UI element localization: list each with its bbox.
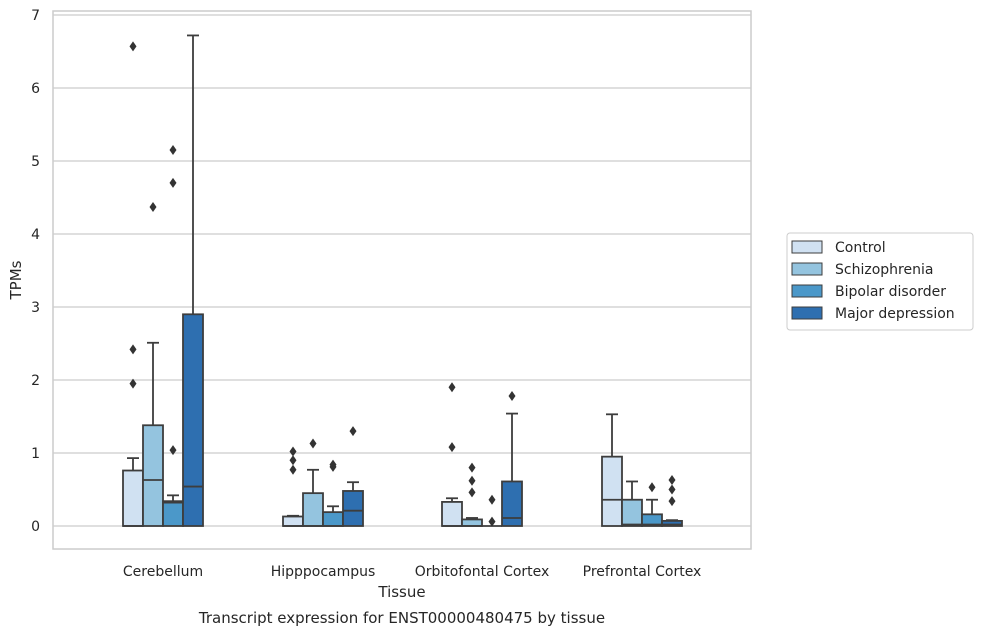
outlier-point bbox=[488, 494, 496, 505]
x-axis-label: Tissue bbox=[377, 583, 425, 601]
box-group bbox=[322, 459, 344, 527]
box bbox=[661, 519, 683, 527]
box-group bbox=[282, 446, 304, 527]
boxes bbox=[122, 34, 683, 527]
chart-caption: Transcript expression for ENST0000048047… bbox=[198, 609, 605, 627]
legend-frame bbox=[786, 232, 974, 331]
x-tick-label: Prefrontal Cortex bbox=[583, 564, 702, 580]
legend-label: Major depression bbox=[835, 306, 955, 322]
outlier-point bbox=[289, 446, 297, 457]
box-group bbox=[461, 462, 483, 527]
legend-label: Schizophrenia bbox=[835, 262, 933, 278]
outlier-point bbox=[309, 438, 317, 449]
box-group bbox=[182, 34, 204, 527]
plot-frame bbox=[52, 10, 752, 550]
legend: Control Schizophrenia Bipolar disorder Majo… bbox=[786, 232, 974, 331]
y-tick-label: 6 bbox=[31, 81, 40, 97]
box bbox=[441, 501, 463, 527]
box bbox=[282, 515, 304, 527]
box bbox=[342, 490, 364, 527]
box-group bbox=[142, 201, 164, 527]
outlier-point bbox=[289, 464, 297, 475]
outlier-point bbox=[169, 445, 177, 456]
box bbox=[162, 500, 184, 527]
box-group bbox=[641, 482, 663, 527]
outlier-point bbox=[488, 516, 496, 527]
outlier-point bbox=[129, 41, 137, 52]
x-tick-label: Orbitofontal Cortex bbox=[415, 564, 550, 580]
y-tick-label: 4 bbox=[31, 227, 40, 243]
outlier-point bbox=[668, 496, 676, 507]
legend-swatch bbox=[791, 240, 823, 254]
box-group bbox=[621, 480, 643, 527]
box-group bbox=[162, 145, 184, 527]
outlier-point bbox=[149, 201, 157, 212]
y-tick-label: 5 bbox=[31, 154, 40, 170]
outlier-point bbox=[508, 391, 516, 402]
box-group bbox=[482, 494, 502, 527]
box bbox=[302, 492, 324, 527]
y-axis-label: TPMs bbox=[7, 260, 25, 300]
x-tick-label: Cerebellum bbox=[123, 564, 203, 580]
box bbox=[142, 424, 164, 527]
legend-label: Bipolar disorder bbox=[835, 284, 946, 300]
y-tick-label: 3 bbox=[31, 300, 40, 316]
outlier-point bbox=[129, 344, 137, 355]
outlier-point bbox=[468, 475, 476, 486]
x-tick-label: Hipppocampus bbox=[271, 564, 376, 580]
legend-swatch bbox=[791, 284, 823, 298]
outlier-point bbox=[129, 378, 137, 389]
outlier-point bbox=[289, 455, 297, 466]
box-group bbox=[601, 413, 623, 527]
box bbox=[461, 518, 483, 527]
box-group bbox=[441, 382, 463, 527]
box-group bbox=[501, 391, 523, 527]
outlier-point bbox=[468, 487, 476, 498]
outlier-point bbox=[668, 484, 676, 495]
outlier-point bbox=[169, 145, 177, 156]
box bbox=[322, 511, 344, 527]
outlier-point bbox=[668, 475, 676, 486]
outlier-point bbox=[448, 442, 456, 453]
y-tick-label: 0 bbox=[31, 519, 40, 535]
y-tick-label: 2 bbox=[31, 373, 40, 389]
y-axis-ticks: 0 1 2 3 4 5 6 7 bbox=[31, 8, 40, 535]
y-tick-label: 1 bbox=[31, 446, 40, 462]
legend-swatch bbox=[791, 306, 823, 320]
box bbox=[601, 455, 623, 527]
box-group bbox=[661, 475, 683, 527]
box-group bbox=[342, 426, 364, 527]
outlier-point bbox=[329, 459, 337, 470]
box bbox=[182, 313, 204, 527]
box bbox=[621, 498, 643, 527]
box bbox=[122, 469, 144, 527]
x-axis-ticks: Cerebellum Hipppocampus Orbitofontal Corte… bbox=[123, 564, 701, 580]
box-group bbox=[302, 438, 324, 527]
box-group bbox=[122, 41, 144, 527]
outlier-point bbox=[349, 426, 357, 437]
y-tick-label: 7 bbox=[31, 8, 40, 24]
legend-label: Control bbox=[835, 240, 886, 256]
outlier-point bbox=[468, 462, 476, 473]
box bbox=[501, 480, 523, 527]
outlier-point bbox=[448, 382, 456, 393]
outlier-point bbox=[648, 482, 656, 493]
gridlines bbox=[53, 14, 751, 527]
outlier-point bbox=[169, 177, 177, 188]
legend-swatch bbox=[791, 262, 823, 276]
